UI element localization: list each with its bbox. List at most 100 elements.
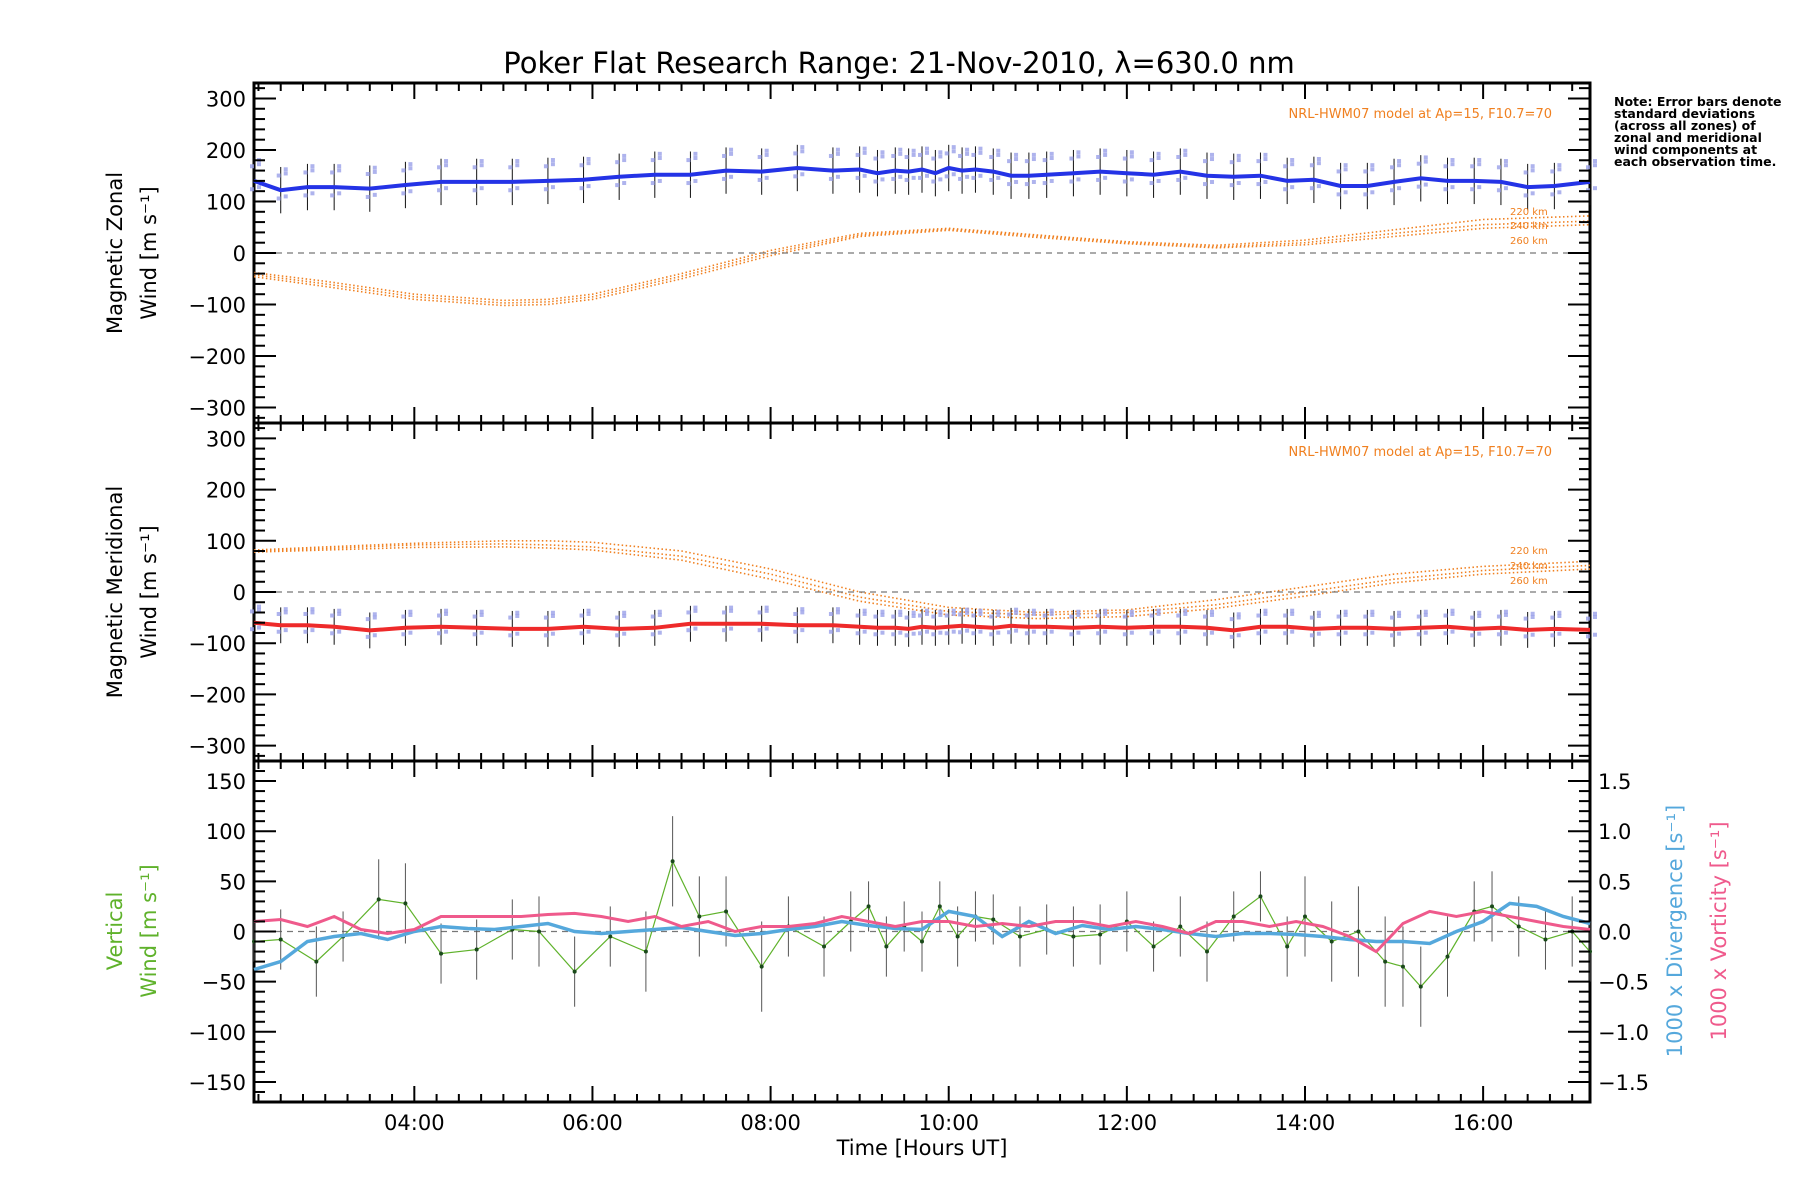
zonal-model-alt-220: 220 km: [1510, 207, 1548, 218]
meridional-zone-point: [650, 632, 655, 637]
zonal-zone-point: [437, 165, 442, 170]
zonal-zone-point: [283, 194, 288, 199]
meridional-zone-point: [989, 632, 994, 637]
zonal-zone-point: [1049, 151, 1054, 156]
zonal-zone-point: [925, 150, 929, 155]
zonal-zone-point: [1316, 184, 1321, 189]
zonal-model-alt-260: 260 km: [1510, 236, 1548, 247]
meridional-zone-point: [330, 631, 335, 636]
zonal-zone-point: [1076, 150, 1081, 155]
zonal-zone-point: [965, 151, 970, 156]
meridional-ytick-label: −100: [188, 632, 246, 656]
vertical-ytick-label: 50: [219, 870, 246, 894]
meridional-zone-point: [1007, 612, 1012, 617]
zonal-zone-point: [303, 193, 308, 198]
vertical-wind-point: [884, 944, 889, 949]
zonal-zone-point: [862, 173, 867, 178]
meridional-zone-point: [444, 608, 449, 613]
zonal-zone-point: [365, 172, 370, 177]
meridional-zone-point: [1397, 610, 1402, 615]
meridional-zone-point: [579, 613, 584, 618]
meridional-zone-point: [479, 612, 484, 617]
meridional-zone-point: [898, 630, 903, 635]
meridional-zone-point: [944, 613, 949, 618]
meridional-zone-point: [1031, 608, 1036, 613]
zonal-zone-point: [1076, 154, 1081, 159]
meridional-zone-point: [793, 629, 798, 634]
zonal-zone-point: [586, 156, 591, 161]
xtick-label: 06:00: [562, 1111, 623, 1135]
zonal-zone-point: [1557, 167, 1562, 172]
meridional-zone-point: [1069, 632, 1074, 637]
meridional-zone-point: [283, 610, 288, 615]
meridional-zone-point: [1042, 613, 1047, 618]
zonal-zone-point: [873, 179, 878, 184]
meridional-zone-point: [862, 611, 867, 616]
zonal-zone-point: [898, 147, 903, 152]
zonal-zone-point: [989, 155, 994, 160]
meridional-zone-point: [1530, 611, 1535, 616]
vertical-wind-point: [1543, 937, 1548, 942]
meridional-zone-point: [657, 609, 662, 614]
zonal-zone-point: [1263, 157, 1268, 162]
zonal-zone-point: [1470, 164, 1475, 169]
meridional-zone-point: [978, 629, 983, 634]
vertical-wind-point: [1383, 959, 1388, 964]
zonal-zone-point: [1069, 179, 1074, 184]
meridional-zone-point: [657, 630, 662, 635]
zonal-zone-point: [1343, 190, 1348, 195]
zonal-zone-point: [800, 145, 805, 150]
meridional-zone-point: [1503, 612, 1508, 617]
zonal-zone-point: [1416, 161, 1421, 166]
meridional-zone-point: [855, 631, 860, 636]
vertical-ytick-label: 150: [206, 770, 246, 794]
zonal-zone-point: [1550, 192, 1555, 197]
vertical-wind-point: [403, 901, 408, 906]
meridional-zone-point: [550, 631, 555, 636]
meridional-zone-point: [1316, 610, 1321, 615]
meridional-zone-point: [579, 631, 584, 636]
meridional-zone-point: [1593, 611, 1597, 616]
meridional-zone-point: [1523, 634, 1528, 639]
y2-tick-label: 0.0: [1598, 921, 1631, 945]
y2-tick-label: 0.5: [1598, 870, 1631, 894]
meridional-zone-point: [257, 607, 261, 612]
xtick-label: 04:00: [384, 1111, 445, 1135]
zonal-zone-point: [1014, 152, 1019, 157]
meridional-model-alt-220: 220 km: [1510, 546, 1548, 557]
meridional-zone-point: [650, 614, 655, 619]
meridional-zone-point: [911, 613, 916, 618]
meridional-zone-point: [764, 626, 769, 631]
meridional-zone-point: [1122, 632, 1127, 637]
meridional-zone-point: [1550, 615, 1555, 620]
meridional-zone-point: [951, 629, 956, 634]
zonal-zone-point: [1363, 192, 1368, 197]
meridional-zone-point: [1156, 608, 1161, 613]
zonal-zone-point: [1397, 159, 1402, 164]
meridional-zone-point: [835, 628, 840, 633]
zonal-zone-point: [1586, 165, 1590, 170]
meridional-zone-point: [1049, 611, 1054, 616]
zonal-zone-point: [1397, 186, 1402, 191]
meridional-zone-point: [989, 614, 994, 619]
meridional-zone-point: [1203, 614, 1208, 619]
meridional-model-label: NRL-HWM07 model at Ap=15, F10.7=70: [1289, 445, 1553, 460]
vertical-wind-point: [439, 951, 444, 956]
zonal-zone-point: [757, 155, 762, 160]
zonal-zone-point: [1024, 182, 1029, 187]
meridional-zone-point: [283, 628, 288, 633]
meridional-zone-point: [1363, 614, 1368, 619]
meridional-zone-point: [996, 609, 1001, 614]
meridional-zone-point: [898, 612, 903, 617]
zonal-zone-point: [1176, 155, 1181, 160]
zonal-zone-point: [729, 147, 734, 152]
zonal-zone-point: [1229, 160, 1234, 165]
meridional-zone-point: [1316, 613, 1321, 618]
vertical-wind-line: [253, 859, 1591, 988]
meridional-zone-point: [965, 628, 970, 633]
meridional-zone-point: [1450, 608, 1455, 613]
meridional-zone-point: [1229, 617, 1234, 622]
meridional-zone-point: [1586, 634, 1590, 639]
zonal-zone-point: [408, 189, 413, 194]
y2-tick-label: −1.0: [1598, 1021, 1649, 1045]
